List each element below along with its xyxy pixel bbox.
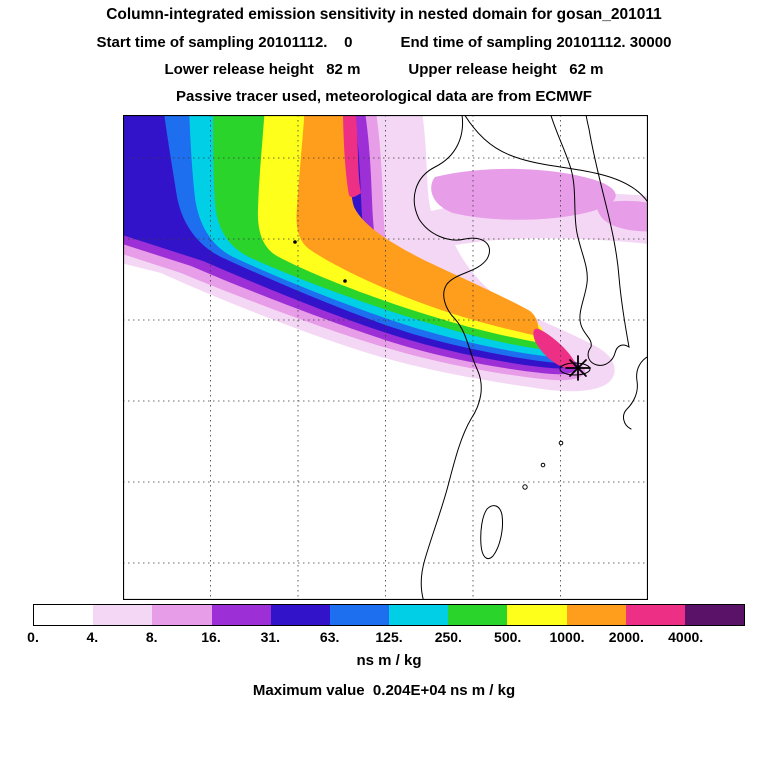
colorbar-tick-31: 31. bbox=[260, 629, 281, 645]
colorbar-segment-10 bbox=[625, 605, 685, 625]
ryukyu-island-2 bbox=[540, 462, 546, 468]
contour-core-red-receptor bbox=[533, 328, 575, 369]
map-point-markers bbox=[293, 240, 347, 283]
map-plot bbox=[113, 105, 658, 606]
release-heights-line: Lower release height 82 m Upper release … bbox=[0, 61, 768, 78]
ryukyu-island-3 bbox=[558, 440, 564, 446]
contour-patch-orchid-east bbox=[597, 200, 658, 232]
start-time-text: Start time of sampling 20101112. 0 bbox=[96, 34, 353, 51]
colorbar-segment-0 bbox=[34, 605, 94, 625]
colorbar-segment-2 bbox=[152, 605, 212, 625]
jeju-island bbox=[559, 362, 591, 376]
plume-contours bbox=[113, 105, 658, 392]
colorbar-unit-label: ns m / kg bbox=[356, 652, 422, 669]
coastline-kyushu bbox=[623, 354, 652, 430]
colorbar-tick-250: 250. bbox=[434, 629, 462, 645]
contour-sliver-red-top bbox=[343, 105, 361, 198]
sampling-times-line: Start time of sampling 20101112. 0 End t… bbox=[0, 34, 768, 51]
colorbar-segment-8 bbox=[507, 605, 567, 625]
colorbar-segment-4 bbox=[270, 605, 330, 625]
colorbar-segment-5 bbox=[329, 605, 390, 625]
figure-title: Column-integrated emission sensitivity i… bbox=[106, 6, 662, 23]
colorbar-segment-3 bbox=[211, 605, 271, 625]
contour-patch-orchid bbox=[431, 168, 616, 220]
map-border bbox=[122, 114, 649, 601]
coastlines bbox=[413, 108, 652, 606]
colorbar-segment-7 bbox=[448, 605, 508, 625]
colorbar-tick-4: 4. bbox=[86, 629, 99, 645]
taiwan-island bbox=[480, 505, 503, 559]
ryukyu-island-1 bbox=[522, 484, 528, 490]
colorbar-tick-63: 63. bbox=[319, 629, 340, 645]
contour-band-orange bbox=[296, 105, 539, 337]
receptor-star-marker bbox=[565, 355, 591, 381]
colorbar-tick-8: 8. bbox=[145, 629, 158, 645]
max-value-text: Maximum value 0.204E+04 ns m / kg bbox=[252, 682, 516, 699]
tracer-info-line: Passive tracer used, meteorological data… bbox=[176, 88, 592, 105]
colorbar-tick-2000: 2000. bbox=[608, 629, 644, 645]
colorbar-tick-0: 0. bbox=[27, 629, 39, 645]
lower-release-height-text: Lower release height 82 m bbox=[164, 61, 361, 78]
colorbar-tick-16: 16. bbox=[201, 629, 221, 645]
colorbar-tick-500: 500. bbox=[494, 629, 522, 645]
colorbar-tick-labels: 0. 4. 8. 16. 31. 63. 125. 250. 500. 1000. 2000. 400… bbox=[0, 629, 768, 647]
colorbar-segment-1 bbox=[93, 605, 153, 625]
colorbar-tick-4000: 4000. bbox=[668, 629, 704, 645]
end-time-text: End time of sampling 20101112. 30000 bbox=[400, 34, 672, 51]
colorbar bbox=[33, 604, 745, 626]
upper-release-height-text: Upper release height 62 m bbox=[408, 61, 604, 78]
coastline-korea bbox=[548, 108, 630, 366]
coastline-china bbox=[413, 108, 490, 606]
colorbar-segment-9 bbox=[566, 605, 626, 625]
colorbar-tick-125: 125. bbox=[375, 629, 403, 645]
colorbar-segment-6 bbox=[389, 605, 449, 625]
colorbar-tick-1000: 1000. bbox=[549, 629, 585, 645]
colorbar-segment-11 bbox=[684, 605, 745, 625]
grid-lines bbox=[123, 115, 648, 600]
coastline-north bbox=[460, 108, 652, 208]
